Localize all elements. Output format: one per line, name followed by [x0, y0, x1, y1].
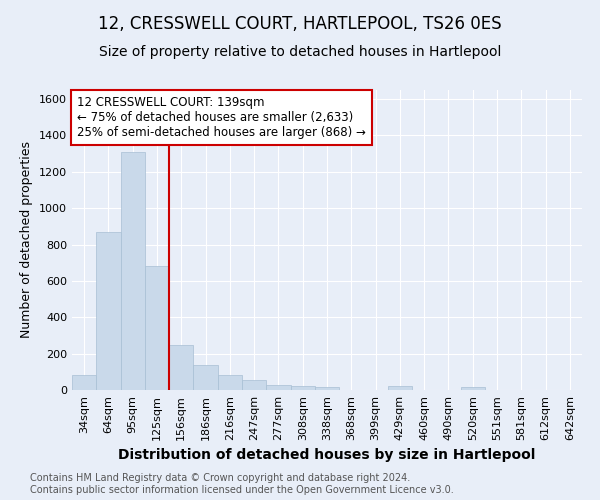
Text: 12, CRESSWELL COURT, HARTLEPOOL, TS26 0ES: 12, CRESSWELL COURT, HARTLEPOOL, TS26 0E…: [98, 15, 502, 33]
Bar: [290, 386, 315, 390]
Text: 12 CRESSWELL COURT: 139sqm
← 75% of detached houses are smaller (2,633)
25% of s: 12 CRESSWELL COURT: 139sqm ← 75% of deta…: [77, 96, 366, 139]
Text: Size of property relative to detached houses in Hartlepool: Size of property relative to detached ho…: [99, 45, 501, 59]
Bar: [96, 232, 121, 390]
Bar: [121, 152, 145, 390]
Bar: [145, 266, 169, 390]
Bar: [315, 388, 339, 390]
Bar: [169, 344, 193, 390]
Bar: [461, 388, 485, 390]
Bar: [193, 364, 218, 390]
Y-axis label: Number of detached properties: Number of detached properties: [20, 142, 34, 338]
Bar: [242, 380, 266, 390]
Bar: [72, 376, 96, 390]
Bar: [218, 376, 242, 390]
Text: Contains HM Land Registry data © Crown copyright and database right 2024.
Contai: Contains HM Land Registry data © Crown c…: [30, 474, 454, 495]
Bar: [266, 384, 290, 390]
Bar: [388, 386, 412, 390]
X-axis label: Distribution of detached houses by size in Hartlepool: Distribution of detached houses by size …: [118, 448, 536, 462]
